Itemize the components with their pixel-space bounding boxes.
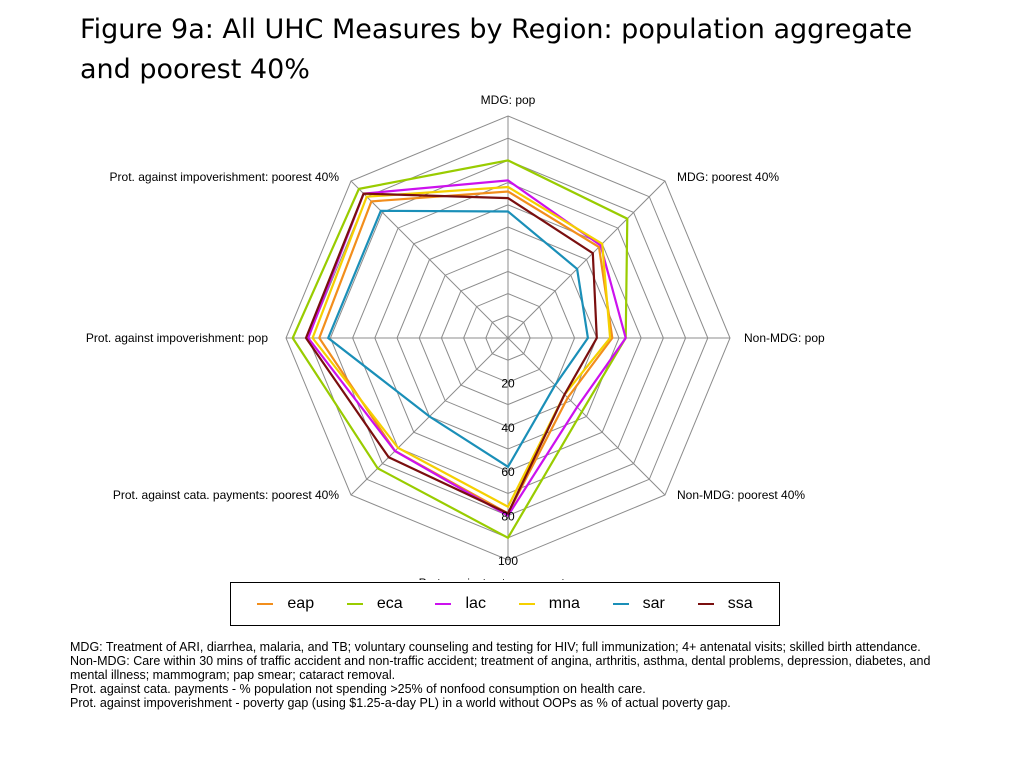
axis-label: Prot. against impoverishment: poorest 40… [110,170,340,184]
legend-swatch-mna [518,603,535,605]
legend-label-eap: eap [287,595,315,612]
figure-title: Figure 9a: All UHC Measures by Region: p… [80,10,980,90]
footnotes: MDG: Treatment of ARI, diarrhea, malaria… [70,640,950,710]
radar-chart: 20 40 60 80 100 MDG: pop MDG: poorest 40% Non-M… [86,93,825,580]
series-line-mna [311,185,612,509]
axis-label: MDG: pop [481,93,536,107]
axis-spoke [507,180,666,339]
legend-item-eap: eap [257,595,314,613]
r-tick-label: 80 [501,510,515,524]
axis-label: Non-MDG: pop [744,331,825,345]
figure-title-line1: Figure 9a: All UHC Measures by Region: p… [80,14,913,45]
legend-item-eca: eca [346,595,403,613]
series-line-eca [291,159,629,540]
axis-label: MDG: poorest 40% [677,170,779,184]
axis-label: Prot. against cata. payments: pop [419,576,598,580]
legend-swatch-ssa [697,603,714,605]
chart-legend: eap eca lac mna sar ssa [230,582,780,626]
footnote-impoverishment: Prot. against impoverishment - poverty g… [70,696,731,710]
legend-item-mna: mna [518,595,580,613]
series-line-ssa [304,192,598,515]
legend-label-sar: sar [642,595,665,612]
legend-label-eca: eca [376,595,403,612]
legend-swatch-eap [257,603,274,605]
r-tick-label: 60 [501,465,515,479]
axis-spoke [350,180,509,339]
legend-item-lac: lac [435,595,486,613]
r-tick-label: 40 [501,421,515,435]
legend-label-mna: mna [548,595,580,612]
r-tick-label: 20 [501,376,515,390]
axis-label: Prot. against impoverishment: pop [86,331,268,345]
legend-item-ssa: ssa [697,595,753,613]
legend-swatch-eca [346,603,363,605]
legend-label-ssa: ssa [727,595,753,612]
series-line-lac [306,179,627,518]
legend-swatch-lac [435,603,452,605]
footnote-non-mdg: Non-MDG: Care within 30 mins of traffic … [70,654,931,682]
footnote-mdg: MDG: Treatment of ARI, diarrhea, malaria… [70,640,921,654]
footnote-cata-payments: Prot. against cata. payments - % populat… [70,682,646,696]
axis-label: Prot. against cata. payments: poorest 40… [113,488,339,502]
legend-swatch-sar [612,603,629,605]
axis-label: Non-MDG: poorest 40% [677,488,805,502]
series-line-sar [326,209,590,469]
legend-label-lac: lac [465,595,486,612]
axis-spoke [507,337,666,496]
r-tick-label: 100 [498,554,518,568]
legend-item-sar: sar [612,595,665,613]
figure-title-line2: and poorest 40% [80,54,310,85]
